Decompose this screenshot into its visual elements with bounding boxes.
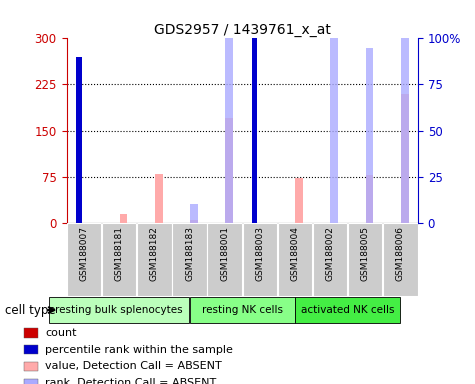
Title: GDS2957 / 1439761_x_at: GDS2957 / 1439761_x_at xyxy=(154,23,331,37)
Text: GSM188007: GSM188007 xyxy=(80,227,88,281)
Text: GSM188183: GSM188183 xyxy=(185,227,194,281)
Bar xyxy=(401,0,408,223)
Bar xyxy=(252,0,257,223)
Text: activated NK cells: activated NK cells xyxy=(301,305,394,315)
Text: resting NK cells: resting NK cells xyxy=(202,305,283,315)
Text: GSM188004: GSM188004 xyxy=(291,227,299,281)
Bar xyxy=(252,84,257,223)
Bar xyxy=(366,175,373,223)
Text: GSM188005: GSM188005 xyxy=(361,227,370,281)
Bar xyxy=(23,328,38,338)
Text: value, Detection Call = ABSENT: value, Detection Call = ABSENT xyxy=(45,361,222,371)
Bar xyxy=(225,118,233,223)
Bar xyxy=(76,57,82,223)
Bar xyxy=(190,204,198,223)
Bar xyxy=(155,174,162,223)
Text: GSM188182: GSM188182 xyxy=(150,227,159,281)
Text: GSM188001: GSM188001 xyxy=(220,227,229,281)
Text: count: count xyxy=(45,328,76,338)
Bar xyxy=(49,296,189,323)
Text: percentile rank within the sample: percentile rank within the sample xyxy=(45,345,233,355)
Text: GSM188181: GSM188181 xyxy=(115,227,124,281)
Text: rank, Detection Call = ABSENT: rank, Detection Call = ABSENT xyxy=(45,378,217,384)
Bar xyxy=(243,223,277,296)
Bar xyxy=(172,223,207,296)
Bar xyxy=(225,2,233,223)
Bar xyxy=(76,143,82,223)
Text: GSM188003: GSM188003 xyxy=(256,227,264,281)
Bar xyxy=(120,214,127,223)
Bar xyxy=(23,379,38,384)
Bar xyxy=(190,220,198,223)
Bar xyxy=(23,345,38,354)
Text: GSM188002: GSM188002 xyxy=(326,227,334,281)
Bar xyxy=(208,223,242,296)
Bar xyxy=(23,362,38,371)
Bar xyxy=(102,223,136,296)
Bar xyxy=(366,48,373,223)
Bar xyxy=(383,223,418,296)
Bar xyxy=(295,296,400,323)
Bar xyxy=(190,296,294,323)
Bar xyxy=(313,223,347,296)
Bar xyxy=(278,223,312,296)
Bar xyxy=(67,223,101,296)
Text: GSM188006: GSM188006 xyxy=(396,227,405,281)
Text: cell type: cell type xyxy=(5,304,56,316)
Bar xyxy=(137,223,171,296)
Text: resting bulk splenocytes: resting bulk splenocytes xyxy=(56,305,183,315)
Bar xyxy=(401,94,408,223)
Bar xyxy=(348,223,382,296)
Bar xyxy=(331,38,338,223)
Bar xyxy=(295,179,303,223)
